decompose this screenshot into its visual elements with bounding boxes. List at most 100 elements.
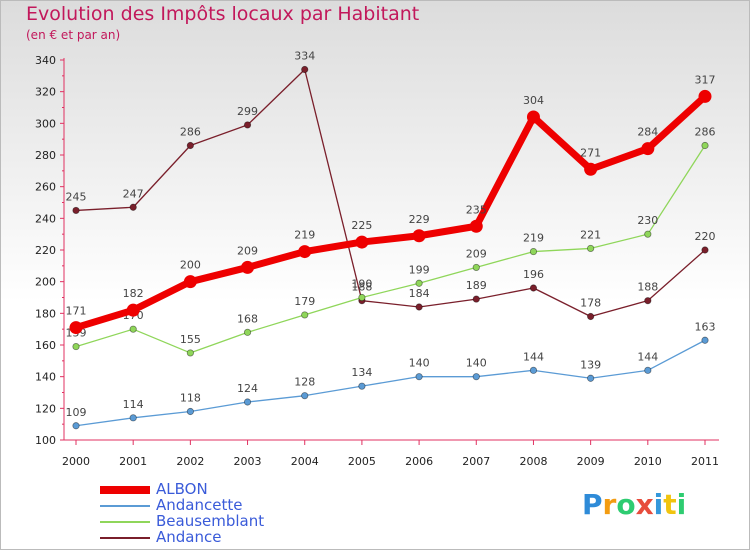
data-label-andance: 184: [409, 287, 430, 300]
data-point-andancette: [529, 366, 538, 374]
data-label-albon: 182: [123, 287, 144, 300]
data-label-albon: 229: [409, 213, 430, 226]
x-tick-label: 2011: [691, 455, 719, 468]
data-label-andancette: 109: [66, 406, 87, 419]
series-line-andance: [75, 68, 706, 318]
data-point-andancette: [472, 373, 480, 381]
data-point-andancette: [644, 366, 652, 374]
data-point-andance: [301, 65, 309, 74]
data-point-andance: [129, 203, 137, 211]
x-tick-label: 2010: [634, 455, 662, 468]
y-tick-label: 180: [35, 307, 56, 320]
data-label-beausemblant: 209: [466, 247, 487, 260]
data-label-andance: 299: [237, 105, 258, 118]
data-label-andancette: 134: [351, 366, 372, 379]
data-point-andance: [644, 297, 652, 305]
data-point-andancette: [301, 392, 309, 400]
y-tick-label: 140: [35, 371, 56, 384]
data-label-andancette: 118: [180, 392, 201, 405]
data-point-albon: [126, 303, 140, 317]
logo-letter: x: [635, 488, 654, 521]
x-tick-label: 2000: [62, 455, 90, 468]
data-label-albon: 284: [637, 126, 658, 139]
data-label-andance: 245: [66, 190, 87, 203]
data-label-andance: 189: [466, 279, 487, 292]
data-label-beausemblant: 221: [580, 228, 601, 241]
data-label-beausemblant: 199: [409, 263, 430, 276]
data-label-andancette: 163: [695, 320, 716, 333]
data-point-andance: [72, 206, 80, 215]
x-tick-label: 2001: [119, 455, 147, 468]
data-point-beausemblant: [72, 342, 80, 351]
data-point-albon: [241, 260, 255, 274]
x-tick-label: 2002: [176, 455, 204, 468]
series-line-albon: [72, 92, 709, 332]
y-tick-label: 100: [35, 434, 56, 447]
data-label-albon: 171: [66, 305, 87, 318]
data-point-beausemblant: [186, 349, 194, 357]
data-point-albon: [469, 219, 483, 233]
data-point-beausemblant: [243, 328, 252, 336]
data-label-beausemblant: 286: [695, 126, 716, 139]
data-label-andance: 178: [580, 297, 601, 310]
y-tick-label: 240: [35, 212, 56, 225]
data-point-albon: [412, 229, 426, 243]
y-tick-label: 340: [35, 54, 56, 67]
x-tick-label: 2004: [291, 455, 319, 468]
data-point-beausemblant: [472, 263, 480, 272]
logo-letter: r: [602, 488, 617, 521]
data-point-andance: [186, 141, 194, 150]
data-point-beausemblant: [529, 247, 538, 256]
legend-label: Andancette: [156, 496, 243, 514]
data-point-andancette: [415, 373, 423, 381]
data-point-albon: [641, 142, 655, 156]
data-point-beausemblant: [415, 279, 423, 287]
data-point-albon: [298, 245, 312, 259]
data-point-andance: [472, 295, 480, 303]
data-label-albon: 317: [695, 73, 716, 86]
data-label-andance: 188: [637, 281, 658, 294]
data-label-andancette: 140: [409, 357, 430, 370]
data-label-beausemblant: 219: [523, 232, 544, 245]
data-point-andancette: [186, 407, 194, 416]
y-tick-label: 200: [35, 276, 56, 289]
data-point-beausemblant: [301, 311, 309, 319]
data-label-beausemblant: 230: [637, 214, 658, 227]
data-point-andancette: [129, 414, 137, 422]
data-label-andance: 220: [695, 230, 716, 243]
x-tick-label: 2007: [462, 455, 490, 468]
x-tick-label: 2006: [405, 455, 433, 468]
logo-letter: t: [663, 488, 677, 521]
data-label-beausemblant: 190: [351, 278, 372, 291]
y-tick-label: 120: [35, 402, 56, 415]
data-point-andance: [701, 246, 709, 254]
data-label-beausemblant: 155: [180, 333, 201, 346]
x-tick-label: 2008: [519, 455, 547, 468]
data-point-beausemblant: [587, 244, 595, 253]
data-point-albon: [526, 110, 540, 124]
data-label-andance: 188: [351, 281, 372, 294]
data-point-andance: [243, 121, 252, 129]
x-tick-label: 2005: [348, 455, 376, 468]
legend-label: ALBON: [156, 480, 208, 498]
logo-letter: o: [616, 488, 636, 521]
data-label-andancette: 144: [637, 350, 658, 363]
data-point-beausemblant: [129, 325, 137, 333]
data-point-andancette: [72, 422, 80, 430]
data-label-albon: 209: [237, 244, 258, 257]
data-point-beausemblant: [358, 293, 366, 302]
legend-swatch: [100, 521, 150, 523]
logo-letter: P: [582, 488, 603, 521]
data-point-andance: [587, 312, 595, 321]
y-tick-label: 280: [35, 149, 56, 162]
data-point-andancette: [358, 382, 366, 390]
data-label-beausemblant: 179: [294, 295, 315, 308]
data-point-beausemblant: [701, 141, 709, 150]
data-point-albon: [698, 89, 712, 103]
data-label-beausemblant: 168: [237, 312, 258, 325]
y-tick-label: 300: [35, 117, 56, 130]
data-label-andance: 247: [123, 187, 144, 200]
data-label-albon: 304: [523, 94, 544, 107]
data-point-andance: [415, 303, 423, 311]
data-label-andance: 286: [180, 126, 201, 139]
